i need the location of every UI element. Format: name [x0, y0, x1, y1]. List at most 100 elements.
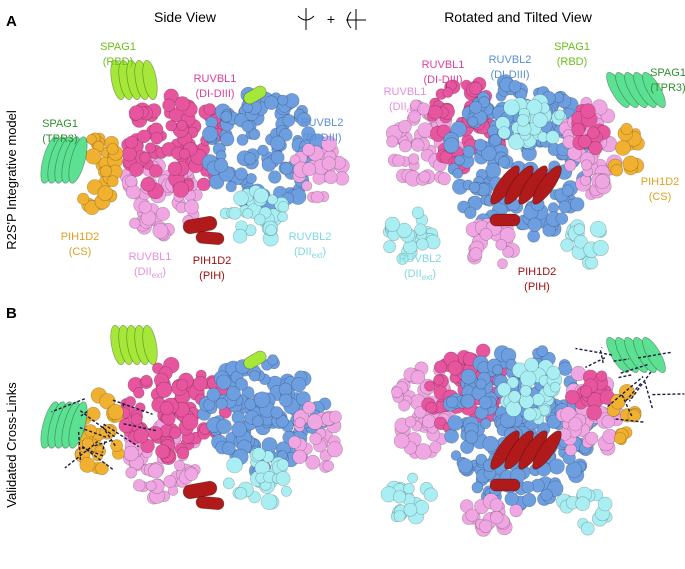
atom-sphere [106, 175, 119, 188]
atom-sphere [407, 472, 418, 484]
atom-sphere [574, 234, 588, 249]
atom-sphere [568, 417, 583, 432]
atom-sphere [497, 126, 511, 140]
atom-sphere [148, 463, 164, 479]
atom-sphere [174, 459, 186, 471]
atom-sphere [301, 180, 313, 192]
atom-sphere [527, 229, 541, 243]
label-domain: (RBD) [557, 56, 588, 68]
label-name: SPAG1 [554, 41, 590, 53]
atom-sphere [442, 87, 454, 98]
atom-sphere [100, 165, 113, 178]
atom-sphere [260, 493, 278, 510]
atom-sphere [215, 397, 228, 410]
atom-sphere [411, 206, 425, 219]
atom-sphere [596, 370, 608, 382]
atom-sphere [221, 441, 236, 456]
atom-sphere [278, 393, 293, 408]
helix [532, 430, 562, 470]
atom-sphere [270, 406, 283, 419]
atom-sphere [137, 129, 151, 144]
atom-sphere [248, 370, 261, 382]
atom-sphere [424, 380, 436, 392]
atom-sphere [480, 418, 492, 430]
atom-sphere [79, 456, 96, 473]
atom-sphere [107, 403, 124, 421]
atom-sphere [95, 461, 109, 476]
atom-sphere [321, 156, 336, 171]
atom-sphere [383, 240, 397, 254]
atom-sphere [243, 152, 257, 165]
atom-sphere [425, 401, 438, 414]
atom-sphere [580, 521, 595, 536]
cross-link [599, 350, 604, 364]
atom-sphere [277, 211, 288, 223]
label-domain: (DIIext) [134, 266, 166, 280]
cross-link [80, 410, 88, 417]
atom-sphere [128, 105, 144, 121]
helix [489, 213, 521, 227]
cross-link [101, 441, 106, 453]
domain-sub: ext [422, 273, 433, 282]
atom-sphere [84, 424, 98, 438]
atom-sphere [296, 112, 312, 128]
cross-link [618, 374, 632, 379]
atom-sphere [245, 172, 257, 184]
atom-sphere [418, 170, 431, 183]
atom-sphere [133, 387, 145, 399]
label-name: RUVBL1 [194, 73, 237, 85]
atom-sphere [391, 386, 403, 398]
atom-sphere [236, 134, 249, 146]
atom-sphere [176, 378, 189, 391]
atom-sphere [433, 374, 444, 386]
cross-link [625, 383, 642, 402]
label-name: RUVBL2 [289, 231, 332, 243]
atom-sphere [522, 492, 537, 508]
atom-sphere [398, 139, 412, 153]
atom-sphere [561, 184, 574, 197]
atom-sphere [121, 146, 137, 162]
atom-sphere [589, 220, 607, 238]
atom-sphere [288, 435, 302, 449]
atom-sphere [254, 213, 266, 226]
labels: SPAG1(RBD)SPAG1(TPR3)RUVBL1(DI-DIII)RUVB… [42, 41, 685, 293]
atom-sphere [279, 162, 293, 176]
atom-sphere [564, 389, 580, 405]
atom-sphere [554, 109, 566, 121]
atom-sphere [469, 81, 483, 95]
atom-sphere [601, 414, 616, 429]
cross-link [123, 423, 158, 432]
atom-sphere [622, 155, 639, 172]
atom-sphere [203, 103, 216, 116]
atom-sphere [404, 416, 417, 428]
atom-sphere [140, 374, 153, 387]
atom-sphere [130, 413, 143, 426]
atom-sphere [573, 223, 586, 236]
cross-link [575, 347, 613, 356]
atom-sphere [485, 162, 502, 179]
atom-sphere [504, 491, 519, 507]
label-name: RUVBL1 [129, 251, 172, 263]
atom-sphere [174, 96, 190, 112]
atom-sphere [323, 170, 338, 185]
atom-sphere [125, 184, 141, 200]
atom-sphere [147, 425, 163, 441]
atom-sphere [495, 238, 507, 251]
atom-sphere [498, 156, 510, 168]
atom-sphere [457, 458, 473, 474]
cross-link [51, 398, 86, 413]
atom-sphere [326, 441, 343, 458]
atom-sphere [220, 110, 233, 123]
atom-sphere [467, 116, 479, 128]
atom-sphere [228, 206, 242, 220]
atom-sphere [411, 138, 425, 152]
atom-sphere [248, 128, 261, 141]
atom-sphere [145, 480, 157, 492]
domain-text: (DII [294, 246, 312, 258]
cross-link [628, 371, 652, 402]
atom-sphere [77, 192, 90, 205]
label-name: PIH1D2 [641, 176, 680, 188]
atom-sphere [481, 145, 497, 162]
cross-link [78, 408, 115, 438]
atom-sphere [234, 167, 248, 181]
